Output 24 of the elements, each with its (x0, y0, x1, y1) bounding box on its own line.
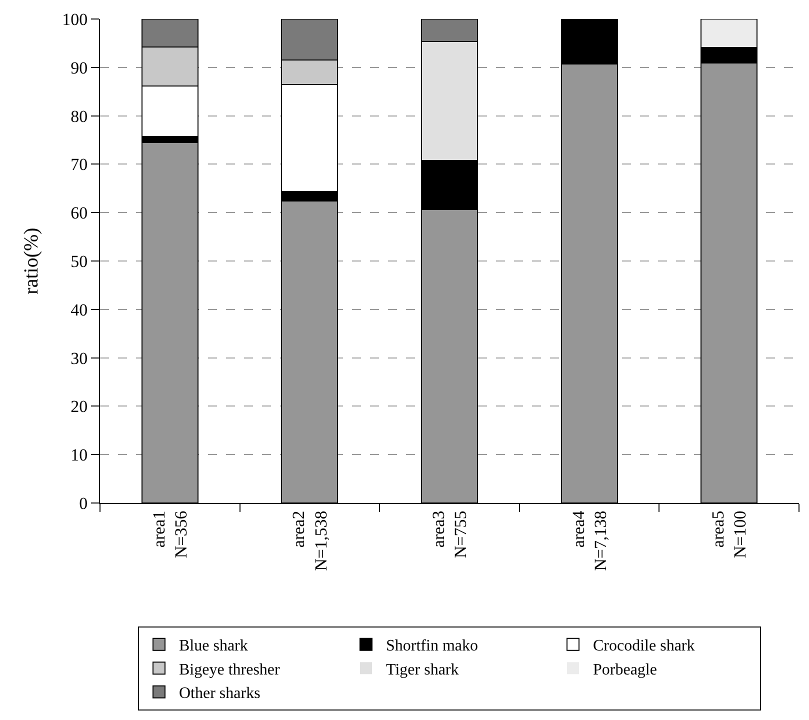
y-tick-label: 60 (70, 204, 88, 223)
x-tick-label: area1 N=356 (149, 510, 190, 558)
y-tick-label: 40 (70, 300, 88, 320)
y-tick-label: 30 (70, 348, 88, 368)
y-tick-label: 100 (62, 10, 88, 29)
legend-label: Crocodile shark (593, 638, 695, 655)
x-tick-label: area4 N=7,138 (568, 510, 610, 571)
x-tick-label: area5 N=100 (708, 510, 750, 558)
legend-label: Blue shark (179, 638, 248, 655)
legend-label: Bigeye thresher (179, 661, 281, 678)
y-tick-label: 70 (70, 155, 88, 174)
y-tick-label: 0 (79, 494, 88, 513)
y-tick-label: 50 (70, 252, 88, 271)
legend-label: Tiger shark (386, 661, 459, 678)
y-tick-label: 10 (70, 446, 88, 465)
legend-label: Shortfin mako (386, 638, 478, 655)
legend-label: Porbeagle (593, 661, 657, 678)
x-tick-label: area2 N=1,538 (289, 510, 330, 571)
y-tick-label: 90 (70, 58, 88, 78)
y-axis-title: ratio(%) (20, 228, 43, 294)
y-tick-label: 80 (70, 106, 88, 126)
y-tick-label: 20 (70, 397, 88, 416)
x-tick-label: area3 N=755 (428, 510, 470, 558)
legend-label: Other sharks (179, 685, 260, 702)
